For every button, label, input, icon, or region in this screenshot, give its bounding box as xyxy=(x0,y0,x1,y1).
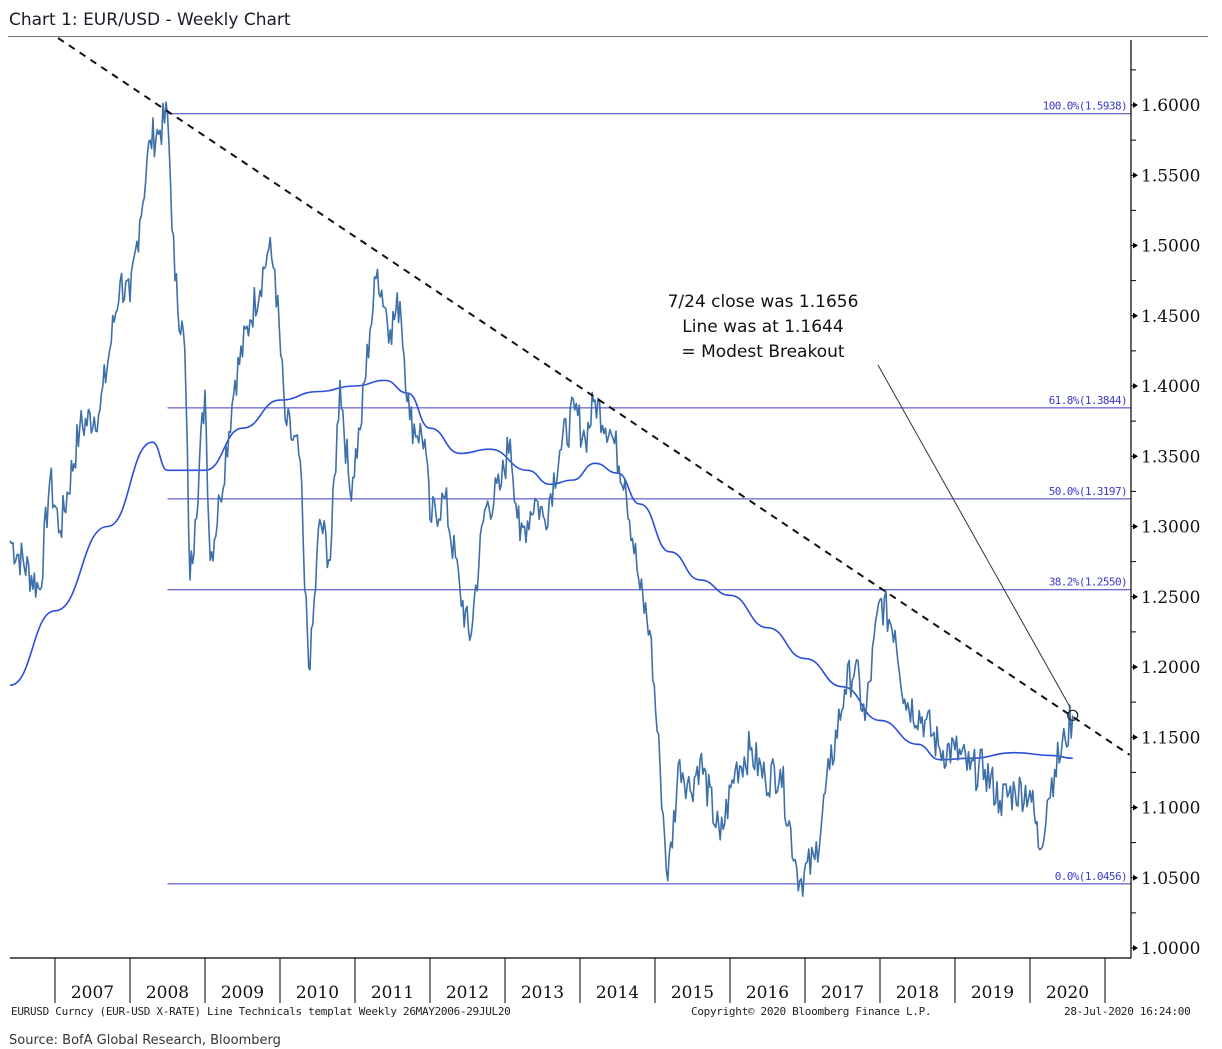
fib-label: 0.0%(1.0456) xyxy=(1055,870,1127,883)
y-tick-marker xyxy=(1133,242,1138,249)
price-line xyxy=(9,101,1074,897)
y-tick-label: 1.3000 xyxy=(1141,518,1200,538)
annotation-target-circle xyxy=(1067,709,1079,721)
y-tick-marker xyxy=(1133,172,1138,179)
annotation-text: 7/24 close was 1.1656 xyxy=(668,292,859,312)
x-tick-label: 2007 xyxy=(71,983,114,1003)
x-tick-label: 2016 xyxy=(746,983,789,1003)
x-tick-label: 2011 xyxy=(371,983,414,1003)
y-tick-marker xyxy=(1133,453,1138,460)
x-tick-label: 2018 xyxy=(896,983,939,1003)
y-tick-marker xyxy=(1133,945,1138,951)
x-tick-label: 2008 xyxy=(146,983,189,1003)
annotation-text: Line was at 1.1644 xyxy=(682,317,843,337)
y-tick-label: 1.2500 xyxy=(1141,588,1200,608)
moving-average xyxy=(9,379,1073,761)
y-tick-marker xyxy=(1133,383,1138,389)
y-tick-marker xyxy=(1133,102,1138,108)
source-note: Source: BofA Global Research, Bloomberg xyxy=(9,1033,281,1048)
y-tick-marker xyxy=(1133,664,1138,670)
y-tick-label: 1.5000 xyxy=(1141,237,1200,257)
fib-label: 38.2%(1.2550) xyxy=(1049,576,1127,589)
x-tick-label: 2015 xyxy=(671,983,714,1003)
title-divider xyxy=(8,36,1208,37)
x-tick-label: 2020 xyxy=(1046,983,1089,1003)
annotation-pointer xyxy=(877,364,1072,709)
y-tick-label: 1.4500 xyxy=(1141,307,1200,327)
y-tick-label: 1.0500 xyxy=(1141,869,1200,889)
x-tick-label: 2012 xyxy=(446,983,489,1003)
trendline-dashed xyxy=(57,37,1131,756)
y-tick-label: 1.5500 xyxy=(1141,166,1200,186)
footer-security: EURUSD Curncy (EUR-USD X-RATE) Line Tech… xyxy=(11,1005,511,1018)
y-tick-label: 1.4000 xyxy=(1141,377,1200,397)
y-tick-marker xyxy=(1133,312,1138,319)
fib-label: 50.0%(1.3197) xyxy=(1049,485,1127,498)
chart-title: Chart 1: EUR/USD - Weekly Chart xyxy=(9,10,291,30)
y-tick-marker xyxy=(1133,874,1138,881)
price-series xyxy=(9,101,1074,897)
y-tick-label: 1.6000 xyxy=(1141,96,1200,116)
x-tick-label: 2017 xyxy=(821,983,864,1003)
x-tick-label: 2014 xyxy=(596,983,639,1003)
annotation-text: = Modest Breakout xyxy=(681,342,844,362)
y-tick-label: 1.1000 xyxy=(1141,799,1200,819)
y-tick-marker xyxy=(1133,593,1138,600)
fib-label: 61.8%(1.3844) xyxy=(1049,394,1127,407)
y-tick-marker xyxy=(1133,523,1138,530)
y-tick-marker xyxy=(1133,804,1138,811)
y-tick-marker xyxy=(1133,734,1138,741)
y-tick-label: 1.1500 xyxy=(1141,728,1200,748)
fib-label: 100.0%(1.5938) xyxy=(1043,100,1127,113)
trendline xyxy=(57,37,1131,756)
axes: 1.0000 1.0500 1.1000 1.1500 1.2000 1.2500 1.30… xyxy=(10,40,1200,1003)
x-tick-label: 2019 xyxy=(971,983,1014,1003)
footer-copyright: Copyright© 2020 Bloomberg Finance L.P. xyxy=(691,1005,932,1018)
y-tick-label: 1.3500 xyxy=(1141,447,1200,467)
annotation: 7/24 close was 1.1656 Line was at 1.1644 =… xyxy=(668,292,1079,721)
footer-timestamp: 28-Jul-2020 16:24:00 xyxy=(1064,1005,1191,1018)
moving-average-line xyxy=(9,379,1073,761)
x-tick-label: 2009 xyxy=(221,983,264,1003)
x-tick-label: 2013 xyxy=(521,983,564,1003)
y-tick-label: 1.0000 xyxy=(1141,939,1200,959)
fibonacci-levels: 100.0%(1.5938) 61.8%(1.3844) 50.0%(1.3197)… xyxy=(167,100,1131,885)
y-tick-label: 1.2000 xyxy=(1141,658,1200,678)
x-tick-label: 2010 xyxy=(296,983,339,1003)
